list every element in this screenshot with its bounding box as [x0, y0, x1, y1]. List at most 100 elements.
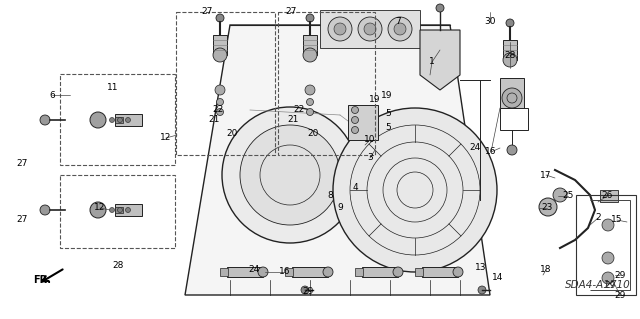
Text: 8: 8	[327, 191, 333, 201]
Text: 1: 1	[429, 57, 435, 66]
Text: 12: 12	[94, 204, 106, 212]
Bar	[500, 78, 524, 108]
Circle shape	[216, 14, 224, 22]
Text: 20: 20	[307, 129, 319, 137]
Bar	[115, 207, 123, 213]
Bar	[355, 268, 363, 276]
Text: 5: 5	[385, 108, 391, 117]
Text: 25: 25	[563, 191, 573, 201]
Circle shape	[507, 145, 517, 155]
Circle shape	[602, 272, 614, 284]
Bar	[422, 267, 458, 277]
Circle shape	[216, 99, 223, 106]
Text: 19: 19	[381, 91, 393, 100]
Circle shape	[478, 286, 486, 294]
Circle shape	[328, 17, 352, 41]
Circle shape	[301, 286, 309, 294]
Circle shape	[334, 23, 346, 35]
Text: 19: 19	[369, 95, 381, 105]
Circle shape	[303, 48, 317, 62]
Circle shape	[351, 127, 358, 133]
Circle shape	[502, 88, 522, 108]
Text: 24: 24	[248, 265, 260, 275]
Text: 15: 15	[611, 216, 623, 225]
Text: 20: 20	[227, 129, 237, 137]
Text: 11: 11	[108, 84, 119, 93]
Circle shape	[125, 117, 131, 122]
Circle shape	[358, 17, 382, 41]
Circle shape	[306, 14, 314, 22]
Circle shape	[305, 85, 315, 95]
Text: 29: 29	[614, 271, 626, 279]
Polygon shape	[420, 30, 460, 90]
Text: 28: 28	[504, 50, 516, 60]
Text: 7: 7	[395, 18, 401, 26]
Circle shape	[602, 252, 614, 264]
Circle shape	[436, 4, 444, 12]
Text: 28: 28	[112, 261, 124, 270]
Circle shape	[388, 17, 412, 41]
Circle shape	[506, 19, 514, 27]
Text: 22: 22	[293, 106, 305, 115]
Text: 6: 6	[49, 91, 55, 100]
Circle shape	[258, 267, 268, 277]
Circle shape	[109, 117, 115, 122]
Bar	[292, 267, 328, 277]
Circle shape	[90, 112, 106, 128]
Text: 30: 30	[484, 18, 496, 26]
Bar	[600, 190, 618, 202]
Text: 21: 21	[287, 115, 299, 124]
Bar	[220, 268, 228, 276]
Bar	[362, 267, 398, 277]
Text: 26: 26	[602, 191, 612, 201]
Text: 21: 21	[208, 115, 220, 124]
Bar	[303, 35, 317, 55]
Circle shape	[118, 207, 122, 212]
Bar	[227, 267, 263, 277]
Bar	[213, 35, 227, 55]
Bar	[285, 268, 293, 276]
Text: 3: 3	[367, 153, 373, 162]
Bar	[278, 12, 375, 155]
Polygon shape	[185, 25, 490, 295]
Text: 4: 4	[352, 182, 358, 191]
Text: 14: 14	[492, 273, 504, 283]
Circle shape	[222, 107, 358, 243]
Bar	[576, 195, 636, 295]
Circle shape	[453, 267, 463, 277]
Circle shape	[503, 53, 517, 67]
Text: 27: 27	[285, 8, 297, 17]
Circle shape	[118, 117, 122, 122]
Circle shape	[323, 267, 333, 277]
Text: 12: 12	[160, 133, 172, 143]
Circle shape	[40, 205, 50, 215]
Text: 24: 24	[469, 144, 481, 152]
Circle shape	[364, 23, 376, 35]
Text: 9: 9	[337, 203, 343, 211]
Bar	[348, 105, 378, 140]
Text: 22: 22	[212, 106, 223, 115]
Bar	[320, 10, 420, 48]
Circle shape	[539, 198, 557, 216]
Circle shape	[351, 107, 358, 114]
Bar	[500, 108, 528, 130]
Circle shape	[90, 202, 106, 218]
Circle shape	[307, 99, 314, 106]
Text: 29: 29	[604, 280, 616, 290]
Bar	[415, 268, 423, 276]
Circle shape	[240, 125, 340, 225]
Circle shape	[109, 207, 115, 212]
Bar	[60, 175, 175, 248]
Bar	[60, 74, 175, 165]
Text: 27: 27	[202, 8, 212, 17]
Text: 27: 27	[16, 160, 28, 168]
Text: 18: 18	[540, 265, 552, 275]
Bar	[115, 117, 123, 123]
Circle shape	[215, 85, 225, 95]
Text: 16: 16	[485, 147, 497, 157]
Text: 13: 13	[476, 263, 487, 271]
Text: SDA4-A1710: SDA4-A1710	[565, 280, 631, 290]
Circle shape	[602, 219, 614, 231]
Bar	[176, 12, 275, 155]
Circle shape	[216, 108, 223, 115]
